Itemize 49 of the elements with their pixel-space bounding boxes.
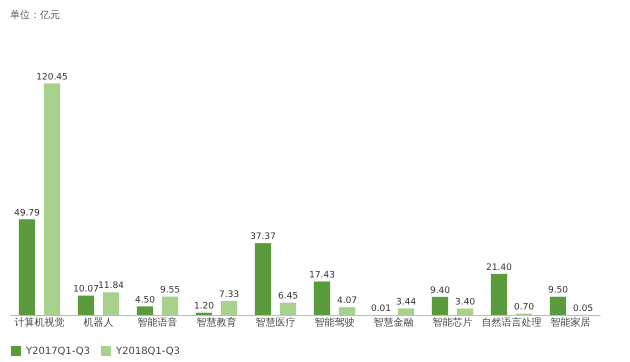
data-label: 10.07 <box>73 284 99 295</box>
bar <box>432 296 448 315</box>
data-label: 4.07 <box>336 296 358 306</box>
data-label: 0.05 <box>572 304 594 314</box>
bar <box>314 281 330 315</box>
bar <box>102 292 120 315</box>
bar <box>490 274 508 315</box>
bar <box>162 296 178 315</box>
data-label: 9.50 <box>548 286 568 296</box>
legend-label: Y2018Q1-Q3 <box>115 346 180 357</box>
legend-label: Y2017Q1-Q3 <box>25 346 90 357</box>
bar <box>18 219 36 315</box>
data-label: 11.84 <box>98 281 124 292</box>
text: 单位：亿元 <box>10 9 60 21</box>
bar <box>338 307 356 315</box>
data-label: 9.40 <box>430 286 450 296</box>
bar <box>44 83 60 315</box>
data-label: 37.37 <box>250 232 276 242</box>
bar <box>220 300 238 315</box>
data-label: 21.40 <box>486 262 512 273</box>
x-tick-label: 智慧金融 <box>374 316 414 328</box>
data-label: 9.55 <box>160 286 180 296</box>
data-label: 0.70 <box>514 302 534 313</box>
data-label: 3.44 <box>396 297 416 308</box>
bar <box>254 243 272 315</box>
data-label: 7.33 <box>218 290 240 300</box>
x-tick-label: 自然语言处理 <box>482 316 542 328</box>
bar <box>398 308 414 315</box>
bar <box>78 296 94 315</box>
bar <box>136 306 154 315</box>
data-label: 49.79 <box>14 208 40 218</box>
bar <box>280 302 296 315</box>
x-tick-label: 智能芯片 <box>432 316 472 328</box>
bar <box>456 308 474 315</box>
data-label: 120.45 <box>36 72 68 82</box>
x-tick-label: 智能驾驶 <box>314 316 354 328</box>
data-label: 1.20 <box>194 302 214 312</box>
x-tick-label: 智慧医疗 <box>256 316 296 328</box>
data-label: 6.45 <box>278 292 298 302</box>
data-label: 17.43 <box>309 270 335 280</box>
data-label: 0.01 <box>370 304 392 314</box>
x-tick-label: 智能语音 <box>138 316 178 328</box>
x-tick-label: 智慧教育 <box>196 316 236 328</box>
data-label: 3.40 <box>454 297 476 308</box>
data-label: 4.50 <box>134 295 156 306</box>
bar <box>550 296 566 315</box>
x-tick-label: 计算机视觉 <box>14 316 64 328</box>
x-tick-label: 智能家居 <box>550 316 590 328</box>
x-tick-label: 机器人 <box>84 316 114 328</box>
